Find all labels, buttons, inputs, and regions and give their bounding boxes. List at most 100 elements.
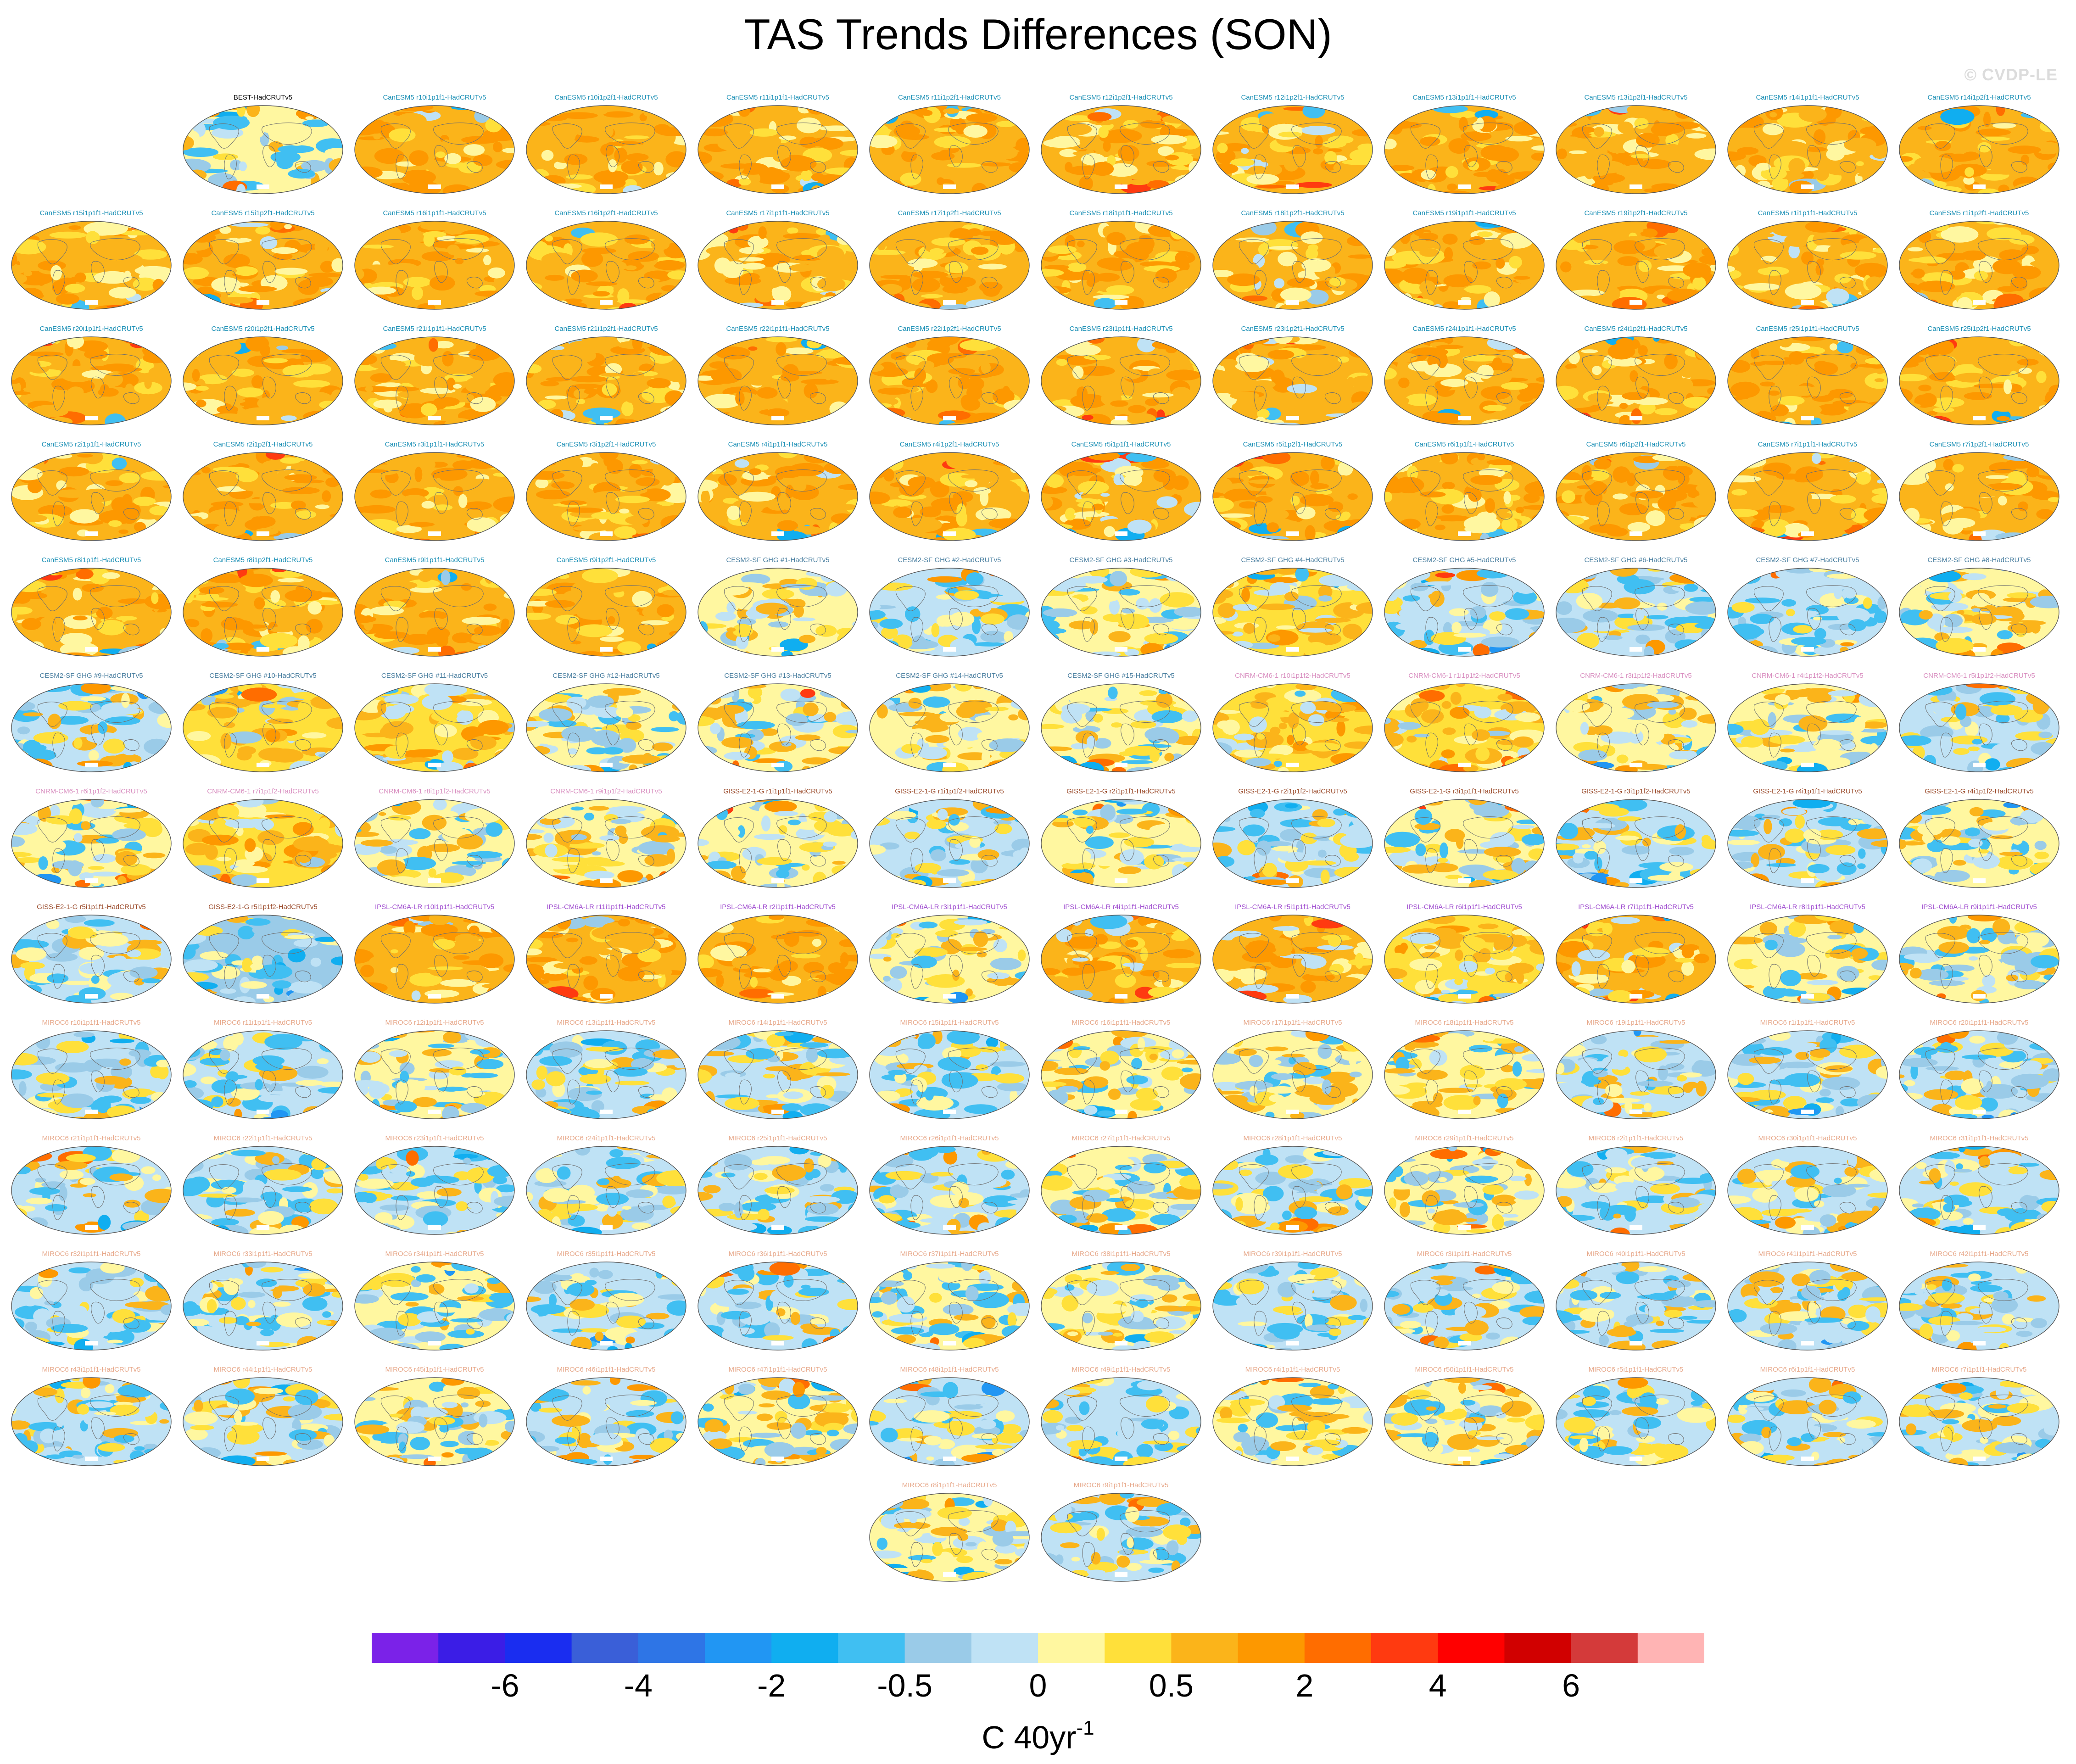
- map-panel: CESM2-SF GHG #7-HadCRUTv5: [1722, 554, 1893, 669]
- trend-anomaly-patch: [1613, 493, 1628, 500]
- trend-anomaly-patch: [1514, 573, 1543, 580]
- trend-anomaly-patch: [144, 377, 152, 389]
- missing-data-patch: [85, 300, 98, 305]
- trend-anomaly-patch: [528, 507, 548, 514]
- trend-anomaly-patch: [838, 484, 858, 491]
- map-svg: [183, 336, 343, 425]
- trend-anomaly-patch: [435, 151, 446, 158]
- trend-anomaly-patch: [2044, 337, 2059, 344]
- trend-anomaly-patch: [571, 583, 588, 596]
- trend-anomaly-patch: [355, 760, 375, 766]
- trend-anomaly-patch: [2009, 234, 2035, 245]
- trend-anomaly-patch: [1241, 148, 1249, 154]
- coastline: [1807, 376, 1821, 399]
- missing-data-patch: [600, 184, 613, 189]
- trend-anomaly-patch: [1654, 408, 1678, 415]
- missing-data-patch: [428, 531, 441, 536]
- missing-data-patch: [1115, 647, 1127, 652]
- trend-anomaly-patch: [1598, 263, 1607, 276]
- trend-anomaly-patch: [2020, 112, 2050, 118]
- trend-anomaly-patch: [960, 395, 972, 408]
- trend-anomaly-patch: [2006, 592, 2037, 598]
- trend-anomaly-patch: [1513, 121, 1540, 135]
- map-panel: CanESM5 r18i1p2f1-HadCRUTv5: [1207, 207, 1378, 322]
- coastline: [1410, 123, 1440, 149]
- trend-anomaly-patch: [1469, 236, 1485, 245]
- trend-anomaly-patch: [930, 481, 949, 498]
- trend-anomaly-patch: [495, 452, 511, 458]
- map-panel: CanESM5 r5i1p2f1-HadCRUTv5: [1207, 439, 1378, 553]
- trend-anomaly-patch: [313, 420, 337, 425]
- trend-anomaly-patch: [1607, 343, 1635, 360]
- trend-anomaly-patch: [1092, 503, 1104, 511]
- trend-anomaly-patch: [981, 362, 991, 374]
- trend-anomaly-patch: [435, 497, 443, 504]
- trend-anomaly-patch: [883, 468, 894, 482]
- trend-anomaly-patch: [11, 226, 22, 236]
- trend-anomaly-patch: [73, 587, 82, 601]
- trend-anomaly-patch: [1113, 474, 1124, 486]
- panel-label: CanESM5 r19i1p1f1-HadCRUTv5: [1412, 209, 1516, 217]
- coastline: [1082, 270, 1095, 295]
- trend-anomaly-patch: [820, 234, 830, 241]
- trend-anomaly-patch: [844, 115, 858, 126]
- trend-anomaly-patch: [1137, 337, 1156, 352]
- trend-anomaly-patch: [1129, 179, 1150, 185]
- trend-anomaly-patch: [946, 454, 970, 469]
- trend-anomaly-patch: [435, 724, 457, 737]
- trend-anomaly-patch: [817, 277, 846, 292]
- trend-anomaly-patch: [320, 261, 335, 273]
- trend-anomaly-patch: [370, 489, 392, 499]
- trend-anomaly-patch: [421, 251, 454, 262]
- coastline: [777, 145, 791, 167]
- trend-anomaly-patch: [927, 401, 960, 412]
- trend-anomaly-patch: [465, 248, 489, 253]
- trend-anomaly-patch: [396, 113, 427, 128]
- map-panel: CanESM5 r24i1p2f1-HadCRUTv5: [1550, 323, 1722, 438]
- trend-anomaly-patch: [444, 512, 467, 525]
- trend-anomaly-patch: [1088, 592, 1120, 603]
- trend-anomaly-patch: [1657, 294, 1665, 299]
- trend-anomaly-patch: [462, 508, 497, 517]
- trend-anomaly-patch: [1171, 413, 1192, 425]
- trend-anomaly-patch: [118, 529, 128, 534]
- trend-anomaly-patch: [273, 252, 293, 260]
- trend-anomaly-patch: [1914, 157, 1938, 169]
- trend-anomaly-patch: [11, 460, 24, 467]
- trend-anomaly-patch: [565, 508, 603, 513]
- trend-anomaly-patch: [1066, 452, 1076, 458]
- trend-anomaly-patch: [748, 235, 769, 249]
- panel-label: CanESM5 r25i1p1f1-HadCRUTv5: [1756, 325, 1859, 333]
- trend-anomaly-patch: [1213, 337, 1229, 346]
- panel-label: CanESM5 r11i1p1f1-HadCRUTv5: [726, 94, 829, 101]
- trend-anomaly-patch: [1313, 148, 1323, 155]
- map-outline: [183, 336, 343, 425]
- map-svg: [1041, 568, 1201, 657]
- coastline: [1582, 355, 1612, 380]
- trend-anomaly-patch: [1530, 173, 1544, 179]
- trend-anomaly-patch: [1080, 606, 1098, 614]
- trend-anomaly-patch: [1349, 643, 1363, 649]
- trend-anomaly-patch: [1556, 639, 1563, 649]
- trend-anomaly-patch: [1728, 526, 1765, 535]
- trend-anomaly-patch: [1401, 241, 1415, 253]
- trend-anomaly-patch: [1558, 471, 1580, 480]
- trend-anomaly-patch: [581, 251, 603, 267]
- trend-anomaly-patch: [700, 452, 712, 465]
- coastline: [433, 238, 484, 261]
- trend-anomaly-patch: [355, 530, 366, 541]
- trend-anomaly-patch: [2017, 222, 2026, 227]
- panel-label: CanESM5 r1i1p2f1-HadCRUTv5: [1929, 209, 2029, 217]
- trend-anomaly-patch: [748, 346, 758, 351]
- trend-anomaly-patch: [999, 343, 1026, 351]
- missing-data-patch: [1458, 416, 1471, 420]
- trend-anomaly-patch: [1556, 221, 1572, 234]
- trend-anomaly-patch: [1300, 494, 1334, 507]
- trend-anomaly-patch: [679, 421, 686, 425]
- panel-label: CanESM5 r3i1p1f1-HadCRUTv5: [385, 441, 485, 448]
- trend-anomaly-patch: [1477, 364, 1494, 379]
- trend-anomaly-patch: [797, 117, 821, 134]
- coastline: [1978, 123, 2028, 145]
- trend-anomaly-patch: [698, 183, 709, 188]
- trend-anomaly-patch: [500, 185, 512, 194]
